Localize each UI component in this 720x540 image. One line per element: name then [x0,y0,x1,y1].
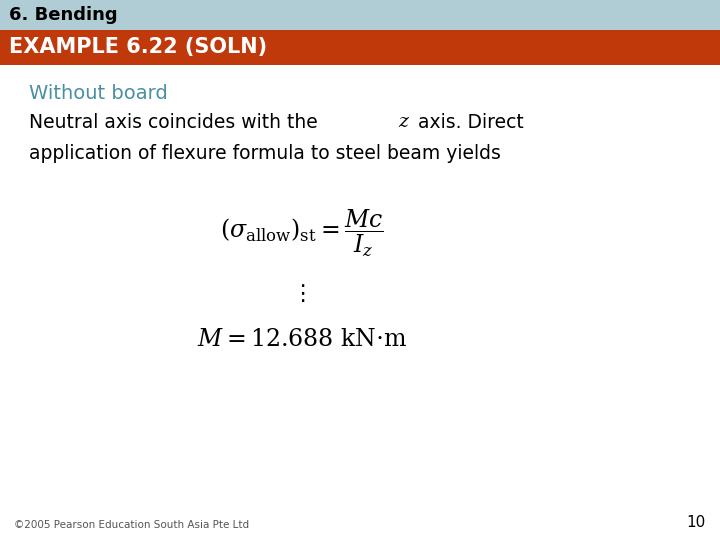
Text: EXAMPLE 6.22 (SOLN): EXAMPLE 6.22 (SOLN) [9,37,267,57]
Text: $(\sigma_{\rm allow})_{\rm st} = \dfrac{Mc}{I_z}$: $(\sigma_{\rm allow})_{\rm st} = \dfrac{… [220,208,384,259]
Text: z: z [398,113,408,131]
Text: 10: 10 [686,515,706,530]
Text: $M = 12.688\ \mathrm{kN{\cdot}m}$: $M = 12.688\ \mathrm{kN{\cdot}m}$ [197,327,408,350]
Text: application of flexure formula to steel beam yields: application of flexure formula to steel … [29,144,500,163]
Text: axis. Direct: axis. Direct [412,113,523,132]
Text: 6. Bending: 6. Bending [9,6,117,24]
Text: Neutral axis coincides with the: Neutral axis coincides with the [29,113,323,132]
Text: ⋮: ⋮ [292,284,313,303]
Text: ©2005 Pearson Education South Asia Pte Ltd: ©2005 Pearson Education South Asia Pte L… [14,520,250,530]
Text: Without board: Without board [29,84,168,103]
